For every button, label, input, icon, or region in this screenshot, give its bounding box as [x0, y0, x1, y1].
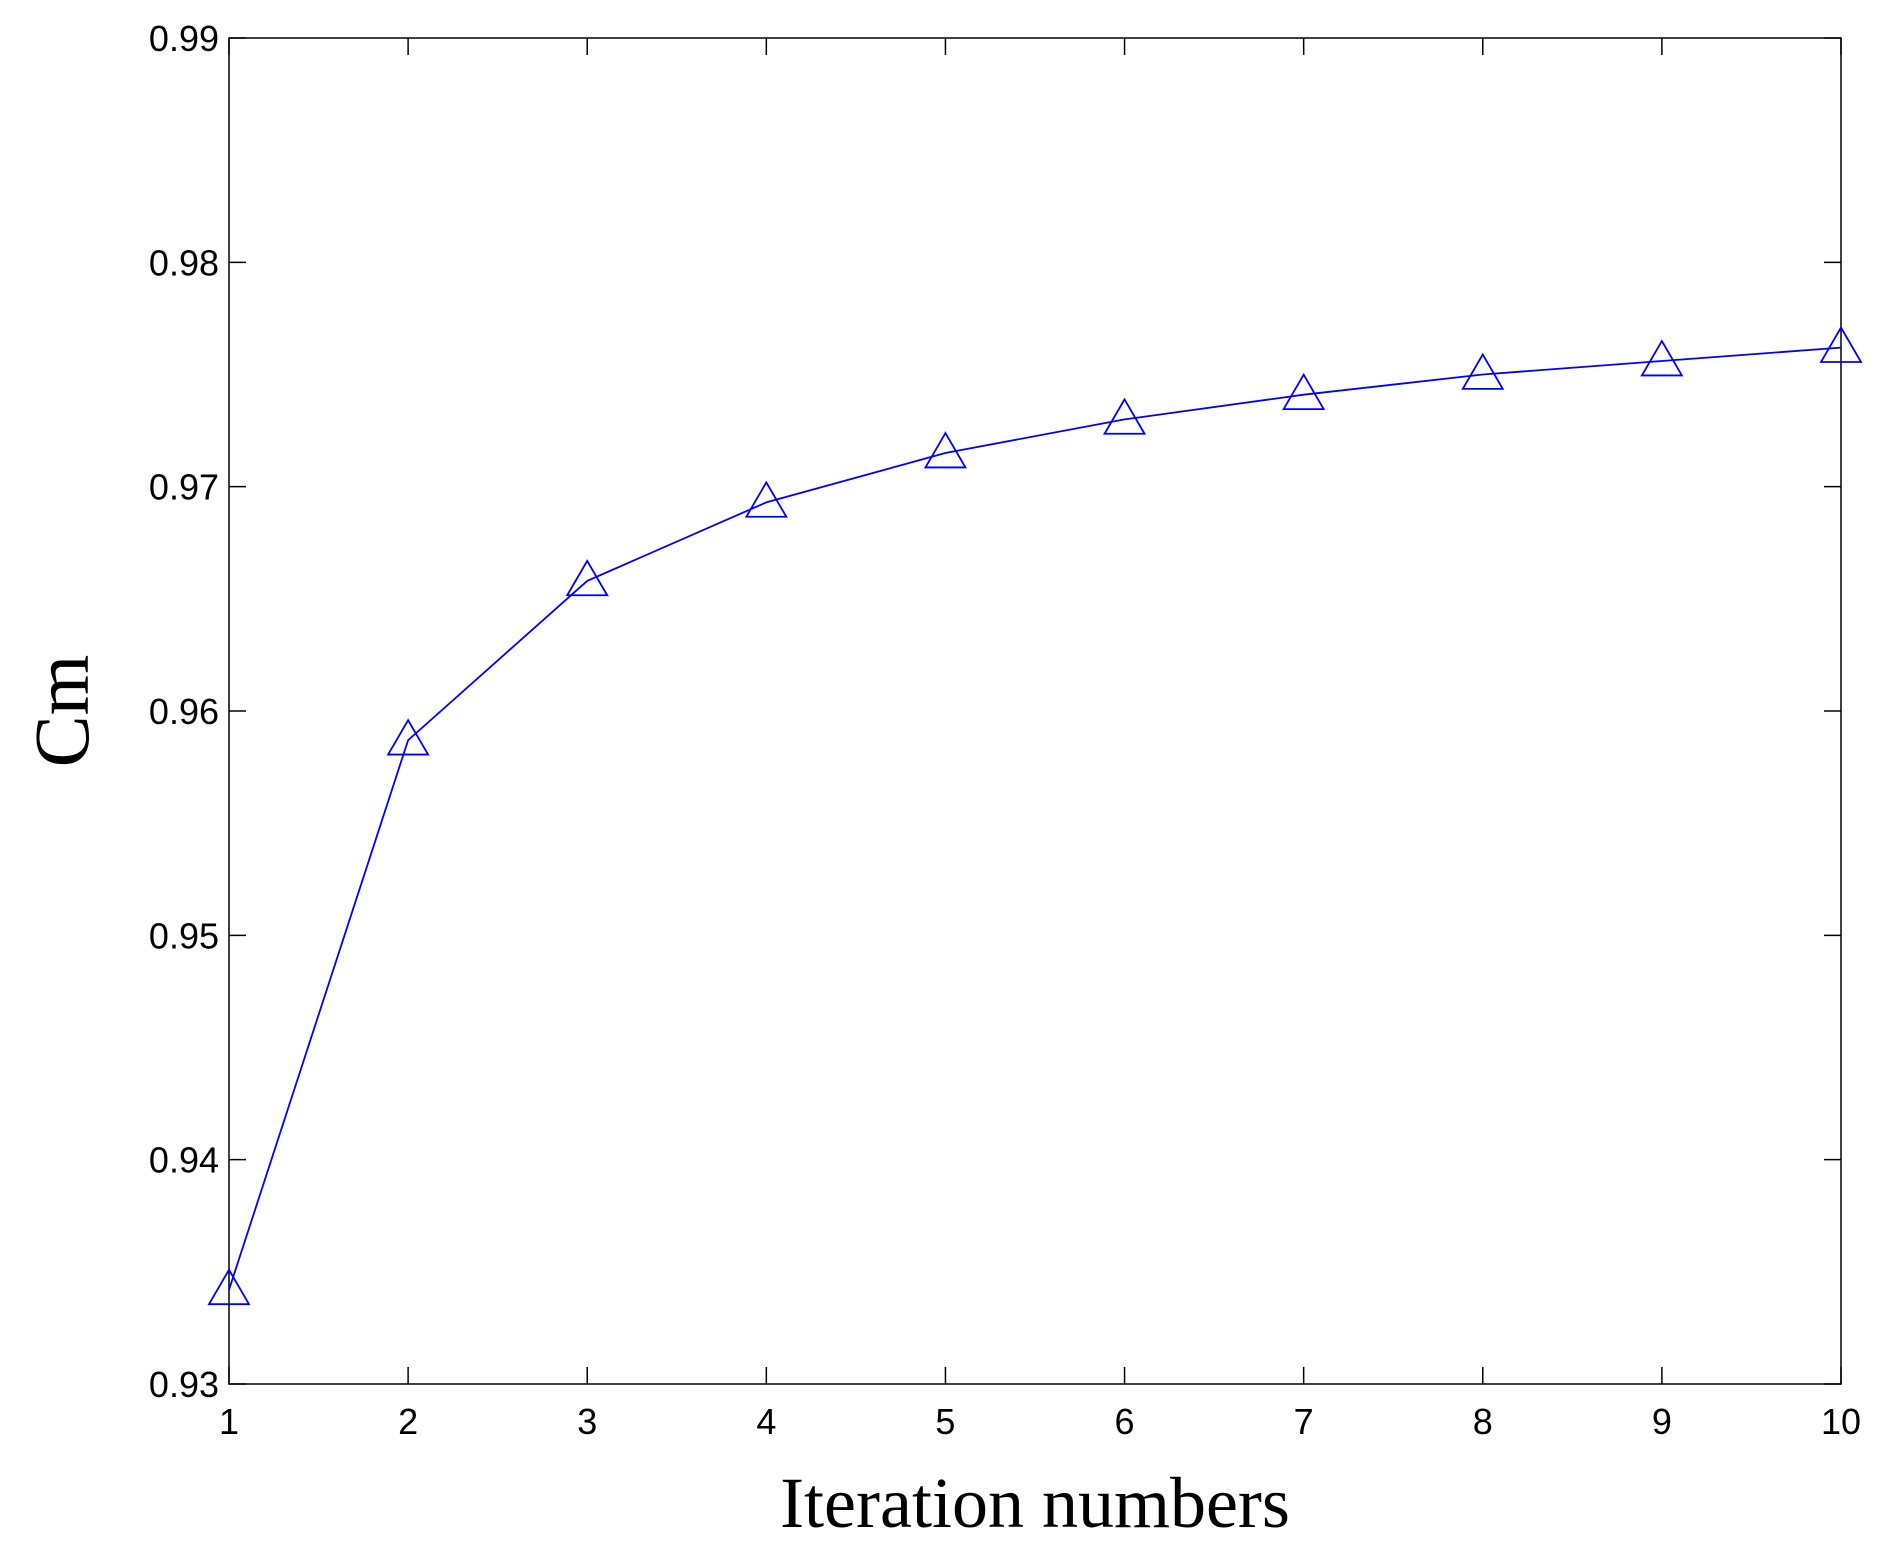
y-tick-label: 0.96 [149, 691, 219, 732]
y-axis: 0.93 0.94 0.95 0.96 0.97 0.98 0.99 [149, 18, 1841, 1405]
data-point-triangle [1640, 339, 1684, 377]
x-tick-label: 2 [398, 1401, 418, 1442]
data-point-triangle [1461, 352, 1505, 390]
data-point-triangle [386, 718, 430, 756]
y-tick-label: 0.94 [149, 1140, 219, 1181]
data-point-triangle [565, 559, 609, 597]
y-axis-title: Cm [18, 655, 105, 768]
data-point-triangle [1102, 397, 1147, 435]
y-tick-label: 0.99 [149, 18, 219, 59]
y-tick-label: 0.95 [149, 915, 219, 956]
x-tick-label: 4 [756, 1401, 776, 1442]
data-point-triangle [1282, 372, 1326, 410]
series-layer [207, 325, 1863, 1306]
x-axis: 1 2 3 4 5 6 7 8 9 10 [219, 38, 1861, 1442]
x-tick-label: 5 [935, 1401, 955, 1442]
data-point-triangle [744, 480, 788, 518]
x-tick-label: 8 [1473, 1401, 1493, 1442]
x-tick-label: 1 [219, 1401, 239, 1442]
data-point-triangle [1819, 325, 1863, 363]
x-tick-label: 6 [1115, 1401, 1135, 1442]
x-axis-title: Iteration numbers [780, 1463, 1290, 1543]
x-tick-label: 9 [1652, 1401, 1672, 1442]
x-tick-label: 7 [1294, 1401, 1314, 1442]
y-tick-label: 0.98 [149, 242, 219, 283]
x-tick-label: 10 [1821, 1401, 1861, 1442]
series-line [228, 346, 1842, 1291]
y-tick-label: 0.97 [149, 467, 219, 508]
y-tick-label: 0.93 [149, 1364, 219, 1405]
x-tick-label: 3 [577, 1401, 597, 1442]
data-point-triangle [207, 1267, 251, 1306]
data-point-triangle [923, 431, 968, 469]
plot-area [228, 37, 1842, 1385]
